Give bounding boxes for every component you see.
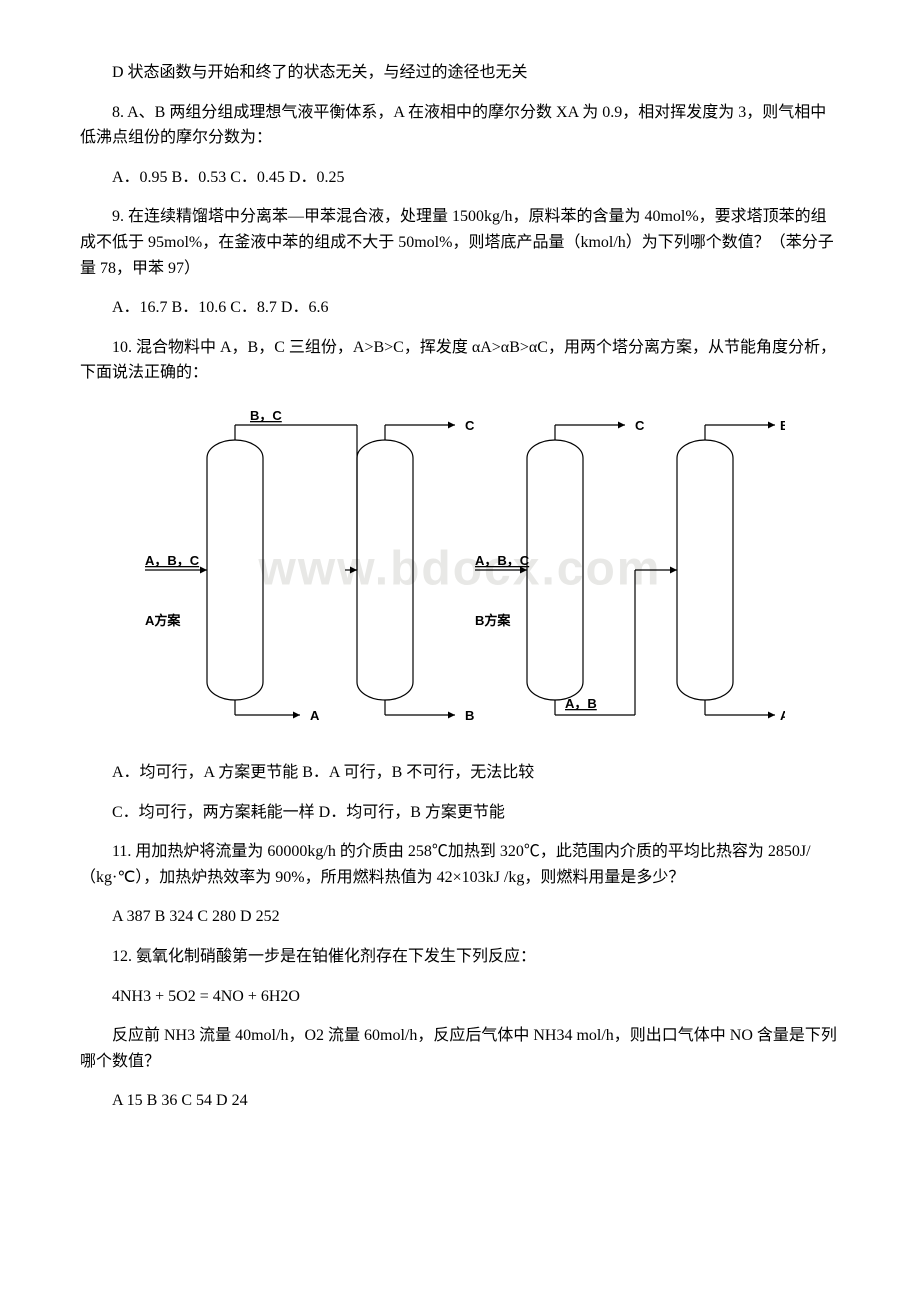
q12-equation: 4NH3 + 5O2 = 4NO + 6H2O bbox=[80, 984, 840, 1010]
svg-text:A，B，C: A，B，C bbox=[475, 553, 530, 568]
q8-stem: 8. A、B 两组分组成理想气液平衡体系，A 在液相中的摩尔分数 XA 为 0.… bbox=[80, 100, 840, 151]
svg-text:A: A bbox=[310, 708, 320, 723]
q10-diagram: www.bdocx.com A，B，CA方案B，CACBA，B，CB方案CA，B… bbox=[135, 400, 785, 740]
q11-stem: 11. 用加热炉将流量为 60000kg/h 的介质由 258℃加热到 320℃… bbox=[80, 839, 840, 890]
q11-options: A 387 B 324 C 280 D 252 bbox=[80, 904, 840, 930]
svg-text:A，B: A，B bbox=[565, 696, 597, 711]
svg-text:A，B，C: A，B，C bbox=[145, 553, 200, 568]
q12-stem: 12. 氨氧化制硝酸第一步是在铂催化剂存在下发生下列反应： bbox=[80, 944, 840, 970]
q10-option-cd: C．均可行，两方案耗能一样 D．均可行，B 方案更节能 bbox=[80, 800, 840, 826]
svg-text:A方案: A方案 bbox=[145, 613, 181, 628]
q7-option-d: D 状态函数与开始和终了的状态无关，与经过的途径也无关 bbox=[80, 60, 840, 86]
q8-options: A．0.95 B．0.53 C．0.45 D．0.25 bbox=[80, 165, 840, 191]
q12-options: A 15 B 36 C 54 D 24 bbox=[80, 1088, 840, 1114]
svg-text:A: A bbox=[780, 708, 785, 723]
svg-text:B，C: B，C bbox=[250, 408, 282, 423]
q10-option-ab: A．均可行，A 方案更节能 B．A 可行，B 不可行，无法比较 bbox=[80, 760, 840, 786]
q9-options: A．16.7 B．10.6 C．8.7 D．6.6 bbox=[80, 295, 840, 321]
q9-stem: 9. 在连续精馏塔中分离苯—甲苯混合液，处理量 1500kg/h，原料苯的含量为… bbox=[80, 204, 840, 281]
svg-text:B方案: B方案 bbox=[475, 613, 511, 628]
svg-text:C: C bbox=[635, 418, 645, 433]
svg-text:B: B bbox=[465, 708, 474, 723]
svg-text:B: B bbox=[780, 418, 785, 433]
svg-text:C: C bbox=[465, 418, 475, 433]
q10-stem: 10. 混合物料中 A，B，C 三组份，A>B>C，挥发度 αA>αB>αC，用… bbox=[80, 335, 840, 386]
q12-stem-b: 反应前 NH3 流量 40mol/h，O2 流量 60mol/h，反应后气体中 … bbox=[80, 1023, 840, 1074]
distillation-diagram-svg: A，B，C A方案 B，C A C B A，B，C B方案 C A，B B A bbox=[135, 400, 785, 740]
